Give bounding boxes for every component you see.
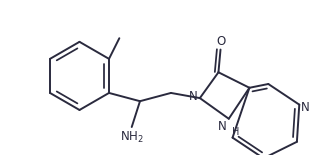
Text: O: O (216, 34, 225, 48)
Text: N: N (189, 90, 198, 103)
Text: H: H (232, 127, 239, 137)
Text: N: N (218, 120, 227, 133)
Text: N: N (301, 101, 310, 114)
Text: NH$_2$: NH$_2$ (120, 130, 144, 145)
